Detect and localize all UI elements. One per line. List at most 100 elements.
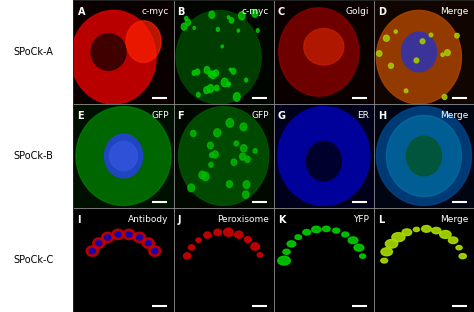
Ellipse shape [432, 227, 441, 234]
Ellipse shape [283, 249, 290, 254]
Ellipse shape [394, 30, 397, 33]
Ellipse shape [231, 159, 237, 165]
Ellipse shape [123, 229, 135, 240]
Ellipse shape [376, 51, 382, 56]
Ellipse shape [176, 10, 261, 104]
Ellipse shape [442, 95, 447, 100]
Ellipse shape [96, 241, 102, 246]
Ellipse shape [252, 10, 258, 17]
Ellipse shape [257, 253, 263, 257]
Text: I: I [77, 215, 81, 225]
Ellipse shape [238, 12, 245, 20]
Ellipse shape [101, 232, 114, 243]
Ellipse shape [402, 229, 412, 236]
Ellipse shape [109, 141, 137, 171]
Ellipse shape [202, 172, 209, 181]
Ellipse shape [146, 241, 151, 246]
Ellipse shape [183, 253, 191, 259]
Text: C: C [278, 7, 285, 17]
Ellipse shape [404, 89, 408, 93]
Ellipse shape [185, 19, 191, 25]
Ellipse shape [386, 115, 462, 197]
Text: Golgi: Golgi [346, 7, 369, 16]
Ellipse shape [389, 63, 393, 68]
Text: SPoCk-C: SPoCk-C [13, 255, 53, 265]
Ellipse shape [256, 29, 259, 32]
Ellipse shape [306, 141, 341, 181]
Ellipse shape [149, 246, 161, 256]
Ellipse shape [240, 123, 247, 131]
Ellipse shape [89, 248, 95, 254]
Ellipse shape [126, 232, 132, 237]
Ellipse shape [105, 235, 110, 240]
Text: GFP: GFP [251, 111, 269, 120]
Ellipse shape [227, 181, 232, 188]
Ellipse shape [115, 232, 121, 237]
Ellipse shape [184, 16, 188, 21]
Ellipse shape [229, 68, 232, 71]
Ellipse shape [209, 162, 213, 167]
Ellipse shape [112, 229, 124, 240]
Ellipse shape [134, 232, 146, 243]
Text: ER: ER [357, 111, 369, 120]
Text: SPoCk-A: SPoCk-A [13, 47, 53, 57]
Ellipse shape [214, 85, 219, 91]
Ellipse shape [93, 238, 105, 248]
Ellipse shape [295, 235, 301, 239]
Ellipse shape [234, 141, 238, 146]
Ellipse shape [221, 45, 223, 48]
Text: B: B [178, 7, 185, 17]
Text: D: D [378, 7, 386, 17]
Ellipse shape [91, 34, 126, 70]
Text: Merge: Merge [441, 215, 469, 224]
Ellipse shape [181, 23, 187, 30]
Ellipse shape [278, 256, 291, 265]
Ellipse shape [213, 70, 219, 76]
Ellipse shape [233, 93, 240, 101]
Text: F: F [178, 111, 184, 121]
Ellipse shape [459, 254, 466, 259]
Text: Antibody: Antibody [128, 215, 169, 224]
Text: YFP: YFP [353, 215, 369, 224]
Text: E: E [77, 111, 84, 121]
Ellipse shape [348, 237, 358, 244]
Ellipse shape [204, 232, 211, 238]
Ellipse shape [455, 33, 459, 38]
Ellipse shape [126, 21, 161, 62]
Ellipse shape [279, 8, 359, 96]
Ellipse shape [86, 246, 98, 256]
Ellipse shape [312, 226, 321, 233]
Ellipse shape [137, 235, 143, 240]
Ellipse shape [385, 240, 398, 248]
Ellipse shape [179, 107, 269, 205]
Ellipse shape [189, 245, 195, 250]
Ellipse shape [193, 27, 195, 29]
Text: Merge: Merge [441, 7, 469, 16]
Ellipse shape [188, 184, 194, 192]
Ellipse shape [204, 87, 209, 94]
Ellipse shape [209, 11, 215, 18]
Ellipse shape [208, 142, 213, 149]
Ellipse shape [152, 248, 158, 254]
Ellipse shape [228, 16, 230, 19]
Ellipse shape [421, 226, 431, 232]
Ellipse shape [221, 78, 228, 87]
Ellipse shape [204, 66, 210, 74]
Ellipse shape [420, 39, 425, 44]
Ellipse shape [342, 232, 349, 237]
Ellipse shape [243, 191, 249, 198]
Ellipse shape [207, 85, 214, 92]
Text: GFP: GFP [151, 111, 169, 120]
Ellipse shape [413, 227, 419, 232]
Ellipse shape [441, 53, 444, 56]
Text: SPoCk-B: SPoCk-B [13, 151, 53, 161]
Ellipse shape [406, 136, 441, 176]
Text: K: K [278, 215, 285, 225]
Ellipse shape [227, 83, 230, 87]
Ellipse shape [245, 156, 250, 162]
Ellipse shape [191, 130, 196, 137]
Ellipse shape [197, 93, 200, 97]
Text: A: A [77, 7, 85, 17]
Ellipse shape [322, 226, 330, 232]
Ellipse shape [224, 228, 233, 236]
